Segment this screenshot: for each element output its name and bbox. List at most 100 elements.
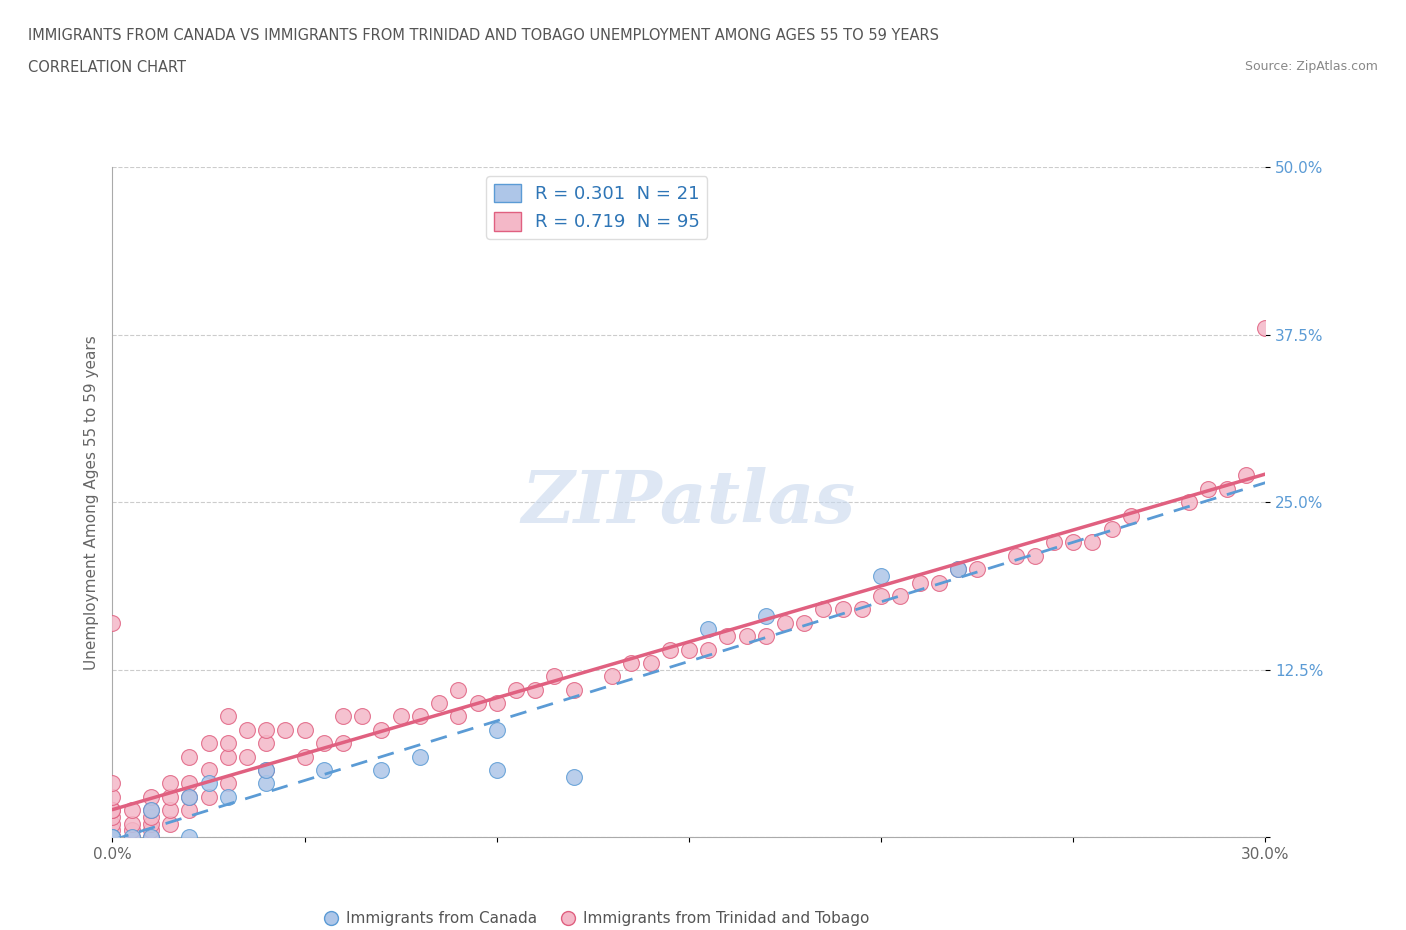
Point [254, 776, 277, 790]
Point [946, 562, 969, 577]
Point [467, 696, 489, 711]
Point [217, 750, 239, 764]
Point [908, 575, 931, 590]
Point [121, 817, 143, 831]
Point [179, 803, 201, 817]
Point [101, 830, 124, 844]
Point [716, 629, 738, 644]
Point [485, 696, 508, 711]
Point [332, 709, 354, 724]
Point [1254, 321, 1277, 336]
Point [159, 817, 181, 831]
Point [254, 763, 277, 777]
Point [678, 642, 700, 657]
Point [409, 709, 432, 724]
Point [1101, 522, 1123, 537]
Point [101, 830, 124, 844]
Point [447, 709, 470, 724]
Point [236, 723, 259, 737]
Point [485, 723, 508, 737]
Point [254, 736, 277, 751]
Point [101, 616, 124, 631]
Point [658, 642, 681, 657]
Point [1062, 535, 1084, 550]
Point [101, 830, 124, 844]
Point [139, 803, 162, 817]
Point [1197, 482, 1219, 497]
Point [159, 790, 181, 804]
Point [1024, 549, 1046, 564]
Point [101, 830, 124, 844]
Point [197, 790, 219, 804]
Point [139, 830, 162, 844]
Point [505, 683, 527, 698]
Point [1081, 535, 1104, 550]
Point [813, 602, 835, 617]
Point [870, 589, 893, 604]
Text: CORRELATION CHART: CORRELATION CHART [28, 60, 186, 75]
Point [101, 790, 124, 804]
Point [697, 622, 720, 637]
Text: Source: ZipAtlas.com: Source: ZipAtlas.com [1244, 60, 1378, 73]
Point [197, 763, 219, 777]
Point [352, 709, 374, 724]
Point [543, 669, 565, 684]
Point [121, 823, 143, 838]
Point [101, 817, 124, 831]
Point [197, 736, 219, 751]
Point [139, 823, 162, 838]
Point [274, 723, 297, 737]
Point [562, 683, 585, 698]
Point [332, 736, 354, 751]
Point [139, 830, 162, 844]
Point [101, 830, 124, 844]
Point [600, 669, 623, 684]
Point [179, 750, 201, 764]
Point [101, 830, 124, 844]
Point [217, 790, 239, 804]
Point [121, 803, 143, 817]
Point [101, 803, 124, 817]
Point [889, 589, 911, 604]
Point [179, 830, 201, 844]
Point [159, 776, 181, 790]
Point [236, 750, 259, 764]
Point [139, 809, 162, 824]
Point [851, 602, 873, 617]
Point [101, 809, 124, 824]
Point [101, 830, 124, 844]
Point [735, 629, 758, 644]
Point [139, 803, 162, 817]
Point [1119, 508, 1142, 523]
Point [389, 709, 412, 724]
Point [409, 750, 432, 764]
Y-axis label: Unemployment Among Ages 55 to 59 years: Unemployment Among Ages 55 to 59 years [83, 335, 98, 670]
Point [1043, 535, 1066, 550]
Point [773, 616, 796, 631]
Point [1216, 482, 1239, 497]
Point [217, 776, 239, 790]
Point [928, 575, 950, 590]
Point [697, 642, 720, 657]
Point [427, 696, 450, 711]
Point [179, 790, 201, 804]
Point [485, 763, 508, 777]
Point [159, 803, 181, 817]
Point [793, 616, 815, 631]
Point [217, 709, 239, 724]
Point [217, 736, 239, 751]
Point [101, 776, 124, 790]
Point [831, 602, 853, 617]
Point [370, 723, 392, 737]
Point [755, 608, 778, 623]
Point [179, 776, 201, 790]
Point [197, 776, 219, 790]
Point [620, 656, 643, 671]
Point [870, 568, 893, 583]
Point [312, 763, 335, 777]
Point [101, 803, 124, 817]
Point [447, 683, 470, 698]
Point [254, 763, 277, 777]
Point [121, 830, 143, 844]
Point [946, 562, 969, 577]
